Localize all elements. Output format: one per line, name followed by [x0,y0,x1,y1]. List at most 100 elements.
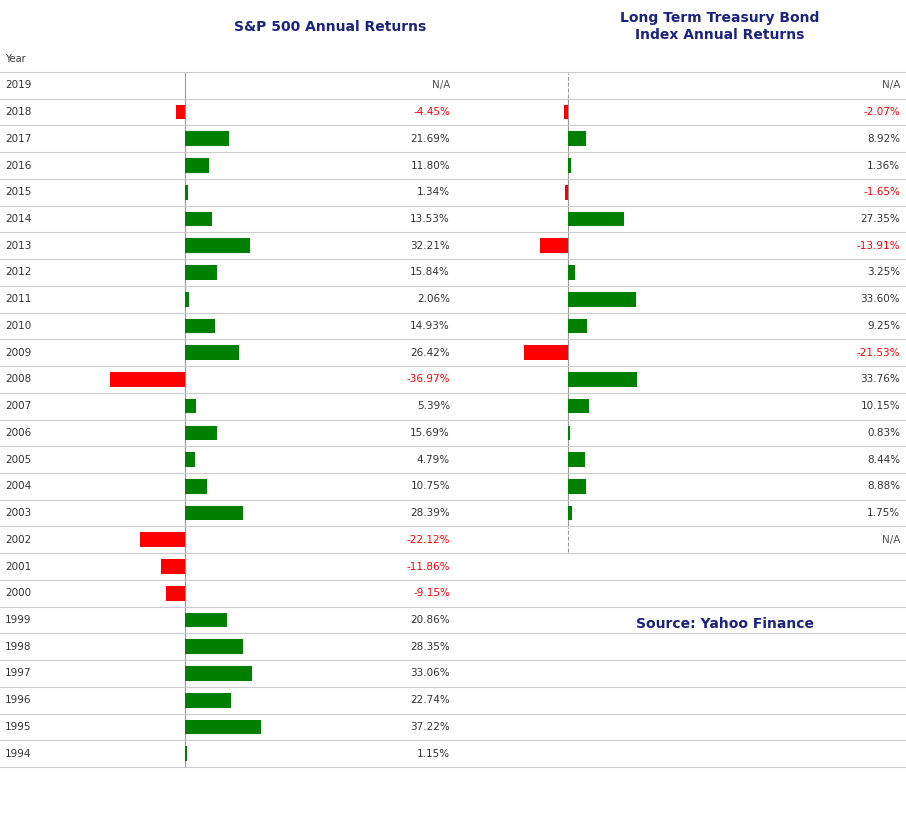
Bar [568,399,589,414]
Text: 2002: 2002 [5,535,31,545]
Text: -11.86%: -11.86% [407,561,450,571]
Text: 2001: 2001 [5,561,31,571]
Text: Year: Year [5,54,25,64]
Text: S&P 500 Annual Returns: S&P 500 Annual Returns [234,19,426,33]
Text: 2004: 2004 [5,481,31,491]
Bar [185,746,188,761]
Text: 1999: 1999 [5,615,32,625]
Text: 26.42%: 26.42% [410,348,450,358]
Text: 2.06%: 2.06% [417,294,450,304]
Bar [568,372,637,387]
Text: 32.21%: 32.21% [410,241,450,251]
Text: 2003: 2003 [5,508,31,518]
Bar [110,372,185,387]
Text: 27.35%: 27.35% [861,214,900,224]
Text: 2017: 2017 [5,133,32,143]
Text: 1.15%: 1.15% [417,749,450,759]
Text: 8.92%: 8.92% [867,133,900,143]
Text: 1.34%: 1.34% [417,188,450,198]
Bar [525,345,568,360]
Bar [161,559,185,574]
Text: Long Term Treasury Bond
Index Annual Returns: Long Term Treasury Bond Index Annual Ret… [621,12,820,42]
Text: 2005: 2005 [5,455,31,465]
Text: 28.35%: 28.35% [410,641,450,651]
Bar [568,319,587,334]
Bar [564,185,568,199]
Text: 5.39%: 5.39% [417,401,450,411]
Bar [185,720,261,734]
Text: 33.06%: 33.06% [410,668,450,678]
Text: N/A: N/A [882,80,900,90]
Text: 8.88%: 8.88% [867,481,900,491]
Bar [568,425,570,440]
Text: -13.91%: -13.91% [856,241,900,251]
Bar [185,265,217,280]
Bar [564,105,568,119]
Text: 10.75%: 10.75% [410,481,450,491]
Bar [568,452,585,467]
Text: 13.53%: 13.53% [410,214,450,224]
Bar [185,132,229,146]
Text: -9.15%: -9.15% [413,588,450,598]
Text: 2013: 2013 [5,241,32,251]
Text: -2.07%: -2.07% [863,107,900,117]
Text: 2000: 2000 [5,588,31,598]
Text: 1.36%: 1.36% [867,161,900,171]
Bar [185,399,196,414]
Bar [185,425,217,440]
Bar [540,239,568,253]
Text: 21.69%: 21.69% [410,133,450,143]
Text: 2016: 2016 [5,161,32,171]
Text: 2019: 2019 [5,80,32,90]
Text: 1996: 1996 [5,696,32,706]
Text: 1.75%: 1.75% [867,508,900,518]
Bar [185,666,252,681]
Bar [185,239,250,253]
Bar [185,212,213,226]
Bar [185,158,209,173]
Bar [176,105,185,119]
Text: 1998: 1998 [5,641,32,651]
Text: 1997: 1997 [5,668,32,678]
Text: 4.79%: 4.79% [417,455,450,465]
Text: Source: Yahoo Finance: Source: Yahoo Finance [636,617,814,631]
Text: 28.39%: 28.39% [410,508,450,518]
Text: 14.93%: 14.93% [410,321,450,331]
Bar [167,586,185,600]
Text: 15.69%: 15.69% [410,428,450,438]
Text: 2008: 2008 [5,374,31,384]
Text: N/A: N/A [431,80,450,90]
Text: 2010: 2010 [5,321,31,331]
Text: 2012: 2012 [5,268,32,278]
Text: 2007: 2007 [5,401,31,411]
Bar [185,452,195,467]
Text: -4.45%: -4.45% [413,107,450,117]
Text: 8.44%: 8.44% [867,455,900,465]
Text: 2006: 2006 [5,428,31,438]
Bar [568,212,623,226]
Text: 37.22%: 37.22% [410,722,450,732]
Text: -1.65%: -1.65% [863,188,900,198]
Text: 11.80%: 11.80% [410,161,450,171]
Bar [185,479,207,494]
Bar [185,505,243,520]
Text: 2009: 2009 [5,348,31,358]
Text: 2015: 2015 [5,188,32,198]
Text: 22.74%: 22.74% [410,696,450,706]
Text: 2018: 2018 [5,107,32,117]
Bar [568,132,586,146]
Text: 33.60%: 33.60% [861,294,900,304]
Bar [568,505,572,520]
Bar [185,613,227,627]
Text: 1994: 1994 [5,749,32,759]
Bar [185,345,238,360]
Text: 15.84%: 15.84% [410,268,450,278]
Text: 2014: 2014 [5,214,32,224]
Text: 1995: 1995 [5,722,32,732]
Bar [185,185,188,199]
Bar [140,532,185,547]
Text: 33.76%: 33.76% [861,374,900,384]
Bar [568,158,571,173]
Text: -36.97%: -36.97% [407,374,450,384]
Text: N/A: N/A [882,535,900,545]
